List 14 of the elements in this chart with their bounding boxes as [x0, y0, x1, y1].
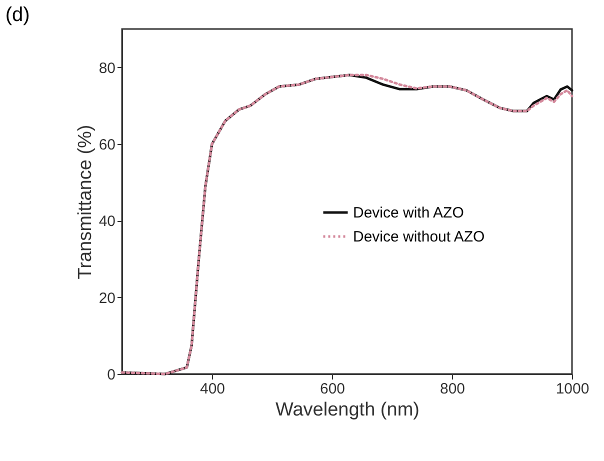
y-axis-title: Transmittance (%)	[74, 124, 96, 280]
x-tick-label: 800	[440, 380, 466, 398]
y-tick-label: 0	[107, 366, 116, 384]
y-tick-label: 40	[98, 213, 116, 230]
y-tick-label: 20	[98, 290, 116, 307]
legend-label: Device without AZO	[353, 228, 485, 246]
y-tick-label: 60	[98, 136, 116, 154]
x-tick-label: 600	[320, 380, 346, 398]
x-tick-label: 400	[200, 380, 226, 398]
x-tick-label: 1000	[556, 380, 590, 398]
y-tick-label: 80	[98, 60, 116, 77]
legend-label: Device with AZO	[353, 204, 464, 222]
x-axis-title: Wavelength (nm)	[276, 400, 420, 420]
chart-title: (d)	[5, 4, 30, 26]
